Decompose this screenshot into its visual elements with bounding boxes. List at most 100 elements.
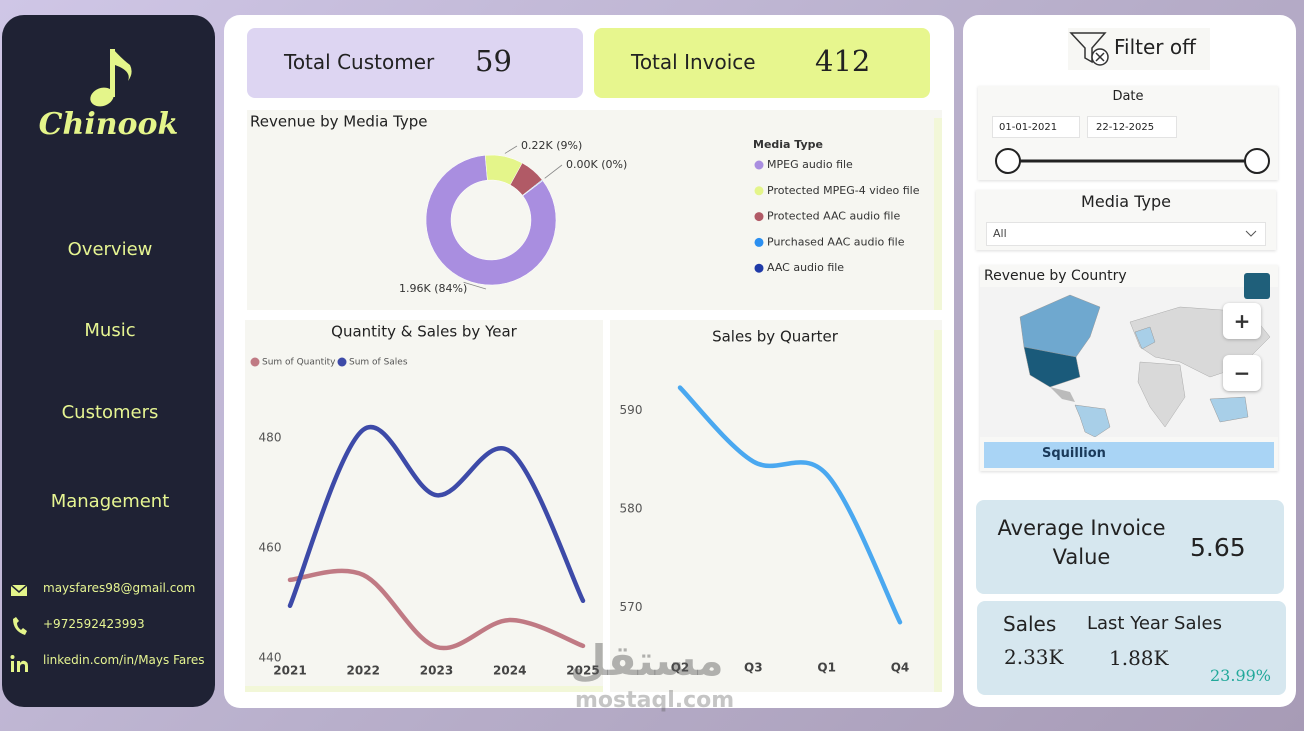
data-label: 0.00K (0%) (566, 158, 627, 171)
leader-line (544, 164, 563, 179)
contact-phone: +972592423993 (43, 617, 145, 631)
leader-line (504, 145, 518, 154)
legend-marker (250, 357, 260, 367)
legend-label: Purchased AAC audio file (767, 235, 905, 248)
chart-title: Quantity & Sales by Year (331, 323, 518, 341)
x-tick-label: 2023 (420, 664, 453, 678)
map-attribution: Squillion (984, 442, 1274, 468)
legend-marker (754, 212, 764, 222)
x-tick-label: Q2 (671, 661, 690, 675)
x-tick-label: 2021 (273, 664, 306, 678)
watermark: مستقل (570, 636, 724, 685)
kpi-value: 59 (475, 44, 512, 78)
legend-marker (754, 186, 764, 196)
focus-mode-button[interactable] (1244, 273, 1270, 299)
line-series (287, 568, 586, 651)
watermark: mostaql.com (575, 688, 735, 713)
x-tick-label: Q4 (891, 661, 910, 675)
date-end: 22-12-2025 (1096, 122, 1155, 133)
y-tick-label: 480 (259, 431, 282, 445)
date-input[interactable]: 22-12-2025 (1087, 116, 1177, 138)
data-label: 1.96K (84%) (399, 282, 467, 295)
y-tick-label: 590 (620, 403, 643, 417)
legend-marker (337, 357, 347, 367)
leader-line (463, 281, 487, 290)
chevron (1245, 230, 1257, 237)
sales-card: Sales 2.33K Last Year Sales 1.88K 23.99% (977, 601, 1286, 695)
x-tick-label: 2022 (347, 664, 380, 678)
legend-marker (754, 263, 764, 273)
kpi-label: Total Invoice (631, 50, 756, 74)
legend-label: AAC audio file (767, 261, 844, 274)
nav-item[interactable]: Overview (67, 239, 153, 260)
kpi-value: 412 (815, 44, 871, 78)
x-tick-label: 2025 (566, 664, 599, 678)
line-series (677, 385, 903, 625)
legend-marker (754, 160, 764, 170)
date-slicer: Date 01-01-2021 22-12-2025 (978, 86, 1278, 180)
legend-label: Protected AAC audio file (767, 210, 900, 223)
chart-background (610, 320, 942, 692)
sidebar: Chinook Overview Music Customers Managem… (2, 15, 215, 707)
legend-label: MPEG audio file (767, 158, 853, 171)
x-tick-label: Q1 (817, 661, 836, 675)
x-tick-label: Q3 (744, 661, 763, 675)
change-value: 23.99% (1210, 666, 1272, 685)
media-type-slicer: Media Type All (976, 190, 1276, 250)
card-label: Average Invoice Value (997, 516, 1166, 569)
y-tick-label: 570 (620, 600, 643, 614)
average-invoice-card: Average Invoice Value 5.65 (976, 500, 1284, 594)
slicer-title: Date (1112, 89, 1144, 104)
music-note-icon (90, 49, 132, 107)
card-label: Last Year Sales (1087, 613, 1222, 634)
kpi-card: Total Customer 59 (247, 28, 583, 98)
dropdown[interactable]: All (986, 222, 1266, 246)
chart-border (934, 118, 942, 310)
chart-border (245, 686, 603, 692)
charts: Revenue by Media Type 1.96K (84%) 0.22K (9… (245, 110, 942, 692)
y-tick-label: 580 (620, 501, 643, 515)
y-tick-label: 460 (259, 541, 282, 555)
card-value: 1.88K (1109, 646, 1169, 670)
filter-label: Filter off (1114, 35, 1196, 59)
card-value: 2.33K (1004, 645, 1064, 669)
dropdown-value: All (993, 227, 1007, 240)
date-input[interactable]: 01-01-2021 (992, 116, 1080, 138)
legend-label: Sum of Sales (349, 358, 408, 368)
donut-slice (425, 154, 557, 286)
filter-icon (1069, 32, 1109, 66)
nav-item[interactable]: Customers (61, 402, 159, 423)
contact-icons (10, 584, 28, 672)
data-label: 0.22K (9%) (521, 139, 582, 152)
zoom-in[interactable]: + (1223, 303, 1261, 339)
y-tick-label: 440 (259, 651, 282, 665)
date-range-slider[interactable] (978, 141, 1278, 181)
x-tick-label: 2024 (493, 664, 526, 678)
brand: Chinook (38, 107, 179, 142)
nav-item[interactable]: Management (50, 491, 170, 512)
kpi-label: Total Customer (284, 50, 435, 74)
legend-marker (754, 237, 764, 247)
map-title: Revenue by Country (984, 268, 1127, 284)
kpi-card: Total Invoice 412 (594, 28, 930, 98)
chart-background (245, 320, 603, 692)
filter-button[interactable]: Filter off (1068, 28, 1210, 70)
legend-title: Media Type (753, 138, 823, 151)
date-start: 01-01-2021 (999, 122, 1058, 133)
card-value: 5.65 (1190, 533, 1246, 562)
chart-border (934, 330, 942, 692)
chart-title: Sales by Quarter (712, 328, 839, 346)
line-series (287, 424, 586, 608)
card-label: Sales (1003, 612, 1057, 636)
attribution-text: Squillion (1042, 446, 1106, 461)
nav-item[interactable]: Music (84, 320, 136, 341)
slicer-title: Media Type (1081, 192, 1171, 211)
zoom-out[interactable]: − (1223, 355, 1261, 391)
donut-slice (522, 180, 544, 197)
legend-label: Sum of Quantity (262, 358, 336, 368)
chart-background (247, 110, 942, 310)
map-visual: Revenue by Country + − Squillion (980, 265, 1278, 471)
chart-title: Revenue by Media Type (250, 113, 428, 131)
